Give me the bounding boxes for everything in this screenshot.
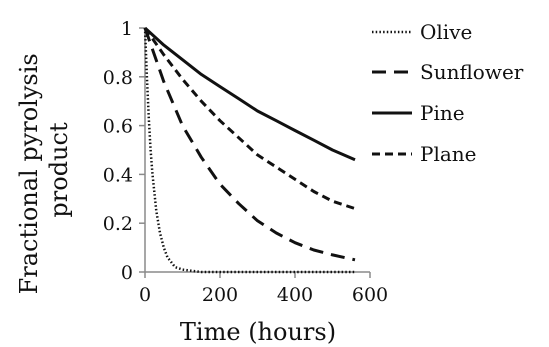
- y-axis-label-line-1: Fractional pyrolysis: [15, 53, 43, 294]
- y-tick-label: 0: [121, 262, 133, 284]
- legend-label-plane: Plane: [420, 142, 477, 166]
- y-tick-label: 0.8: [103, 67, 133, 89]
- axes: 0 0.2 0.4 0.6 0.8 1 0 200 400 600: [103, 18, 388, 306]
- legend-label-sunflower: Sunflower: [420, 60, 524, 84]
- x-axis-label: Time (hours): [180, 318, 336, 346]
- x-tick-label: 600: [352, 284, 388, 306]
- y-tick-label: 0.2: [103, 213, 133, 235]
- y-tick-label: 1: [121, 18, 133, 40]
- series-layer: [143, 26, 356, 274]
- y-axis-label: Fractional pyrolysis product: [15, 46, 73, 295]
- series-line-sunflower: [143, 27, 356, 262]
- legend: Olive Sunflower Pine Plane: [372, 20, 524, 166]
- legend-label-olive: Olive: [420, 20, 472, 44]
- legend-label-pine: Pine: [420, 101, 465, 125]
- series-line-pine: [143, 26, 356, 162]
- y-tick-label: 0.4: [103, 164, 133, 186]
- series-line-olive: [143, 27, 355, 274]
- y-axis-label-line-2: product: [45, 122, 73, 218]
- x-tick-label: 200: [202, 284, 238, 306]
- series-line-plane: [143, 27, 356, 211]
- y-tick-label: 0.6: [103, 116, 133, 138]
- x-tick-label: 400: [277, 284, 313, 306]
- x-tick-label: 0: [139, 284, 151, 306]
